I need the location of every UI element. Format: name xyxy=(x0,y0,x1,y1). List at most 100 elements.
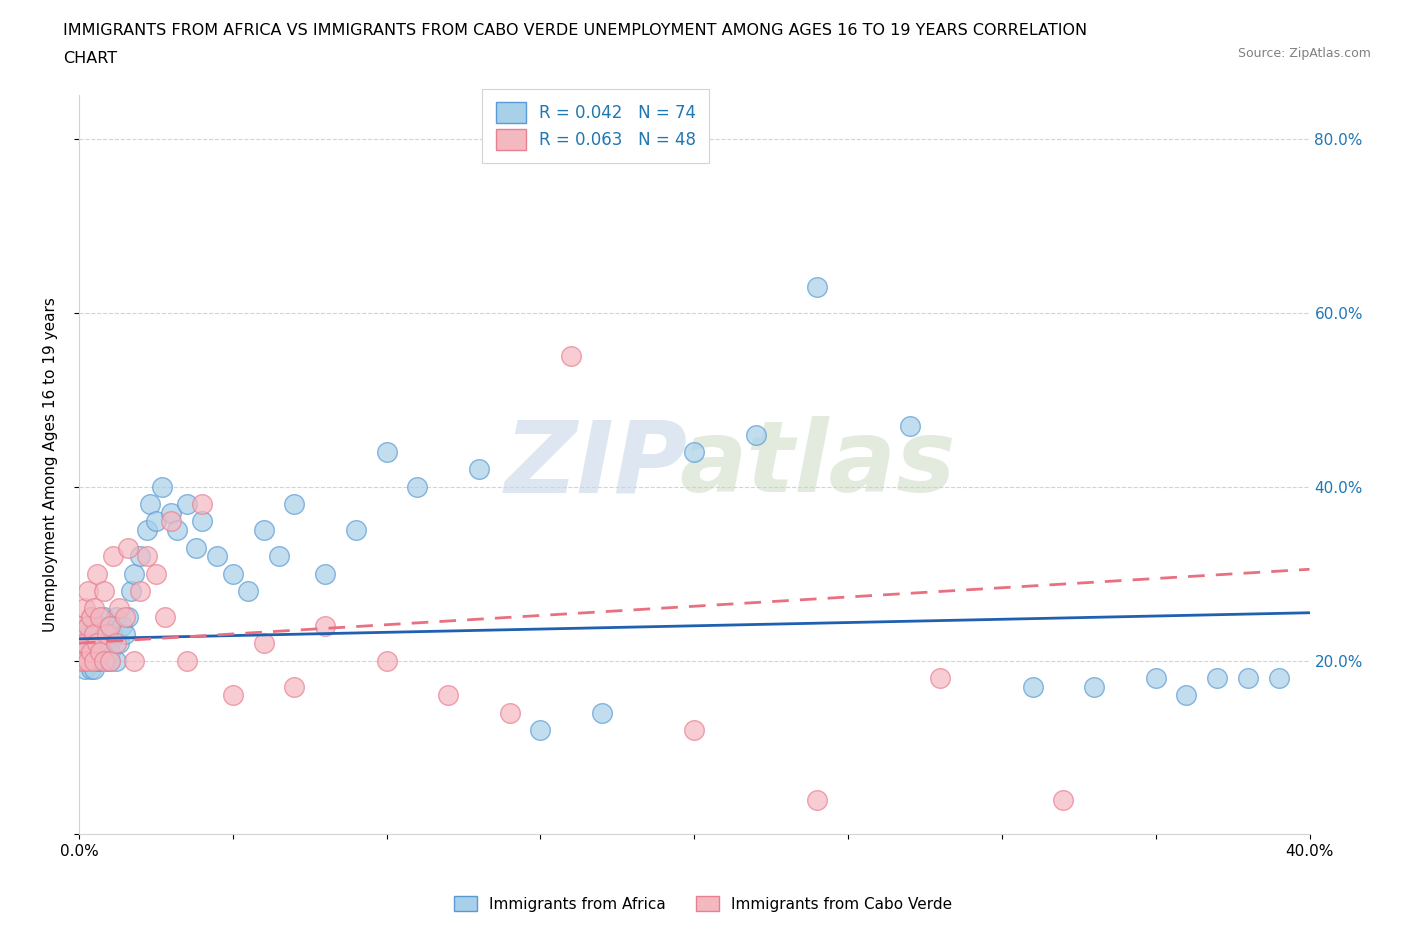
Point xyxy=(114,627,136,642)
Point xyxy=(89,636,111,651)
Point xyxy=(160,505,183,520)
Point xyxy=(96,636,118,651)
Point xyxy=(153,610,176,625)
Point xyxy=(1175,688,1198,703)
Point xyxy=(98,653,121,668)
Y-axis label: Unemployment Among Ages 16 to 19 years: Unemployment Among Ages 16 to 19 years xyxy=(44,298,58,632)
Point xyxy=(468,462,491,477)
Point xyxy=(184,540,207,555)
Point xyxy=(344,523,367,538)
Point xyxy=(529,723,551,737)
Point xyxy=(77,636,100,651)
Point xyxy=(77,583,100,598)
Point xyxy=(70,653,93,668)
Point xyxy=(117,610,139,625)
Point xyxy=(101,627,124,642)
Point xyxy=(406,479,429,494)
Point xyxy=(86,653,108,668)
Point xyxy=(683,445,706,459)
Point xyxy=(1052,792,1074,807)
Point xyxy=(93,610,115,625)
Point xyxy=(129,583,152,598)
Point xyxy=(267,549,290,564)
Point xyxy=(70,636,93,651)
Point xyxy=(89,653,111,668)
Point xyxy=(77,618,100,633)
Point xyxy=(83,618,105,633)
Point xyxy=(80,644,103,659)
Point xyxy=(86,644,108,659)
Point xyxy=(745,427,768,442)
Point xyxy=(77,618,100,633)
Point xyxy=(222,688,245,703)
Point xyxy=(93,644,115,659)
Point xyxy=(89,618,111,633)
Point xyxy=(124,653,146,668)
Point xyxy=(160,514,183,529)
Point xyxy=(806,279,828,294)
Text: Source: ZipAtlas.com: Source: ZipAtlas.com xyxy=(1237,46,1371,60)
Point xyxy=(98,618,121,633)
Point xyxy=(176,497,198,512)
Point xyxy=(560,349,582,364)
Point xyxy=(93,627,115,642)
Point xyxy=(222,566,245,581)
Point xyxy=(83,662,105,677)
Point xyxy=(283,497,305,512)
Point xyxy=(1021,679,1043,694)
Point xyxy=(124,566,146,581)
Point xyxy=(75,662,97,677)
Point xyxy=(104,610,127,625)
Point xyxy=(191,497,214,512)
Point xyxy=(120,583,142,598)
Point xyxy=(93,583,115,598)
Point xyxy=(108,601,131,616)
Point xyxy=(806,792,828,807)
Point xyxy=(283,679,305,694)
Point xyxy=(86,627,108,642)
Point xyxy=(150,479,173,494)
Point xyxy=(98,618,121,633)
Point xyxy=(1083,679,1105,694)
Point xyxy=(683,723,706,737)
Point xyxy=(1237,671,1260,685)
Point xyxy=(1267,671,1289,685)
Point xyxy=(1206,671,1229,685)
Point xyxy=(252,523,274,538)
Point xyxy=(75,653,97,668)
Point xyxy=(191,514,214,529)
Point xyxy=(104,653,127,668)
Point xyxy=(375,653,398,668)
Point xyxy=(80,627,103,642)
Point xyxy=(135,523,157,538)
Point xyxy=(93,653,115,668)
Point xyxy=(70,618,93,633)
Legend: Immigrants from Africa, Immigrants from Cabo Verde: Immigrants from Africa, Immigrants from … xyxy=(447,889,959,918)
Point xyxy=(314,566,336,581)
Point xyxy=(77,653,100,668)
Point xyxy=(207,549,229,564)
Point xyxy=(75,627,97,642)
Point xyxy=(80,610,103,625)
Point xyxy=(75,636,97,651)
Point xyxy=(98,644,121,659)
Point xyxy=(114,610,136,625)
Point xyxy=(98,636,121,651)
Point xyxy=(96,653,118,668)
Point xyxy=(898,418,921,433)
Point xyxy=(86,636,108,651)
Point xyxy=(70,653,93,668)
Point xyxy=(176,653,198,668)
Point xyxy=(929,671,952,685)
Text: CHART: CHART xyxy=(63,51,117,66)
Point xyxy=(104,636,127,651)
Legend: R = 0.042   N = 74, R = 0.063   N = 48: R = 0.042 N = 74, R = 0.063 N = 48 xyxy=(482,89,709,163)
Text: ZIP: ZIP xyxy=(505,417,688,513)
Point xyxy=(77,653,100,668)
Point xyxy=(236,583,259,598)
Point xyxy=(98,653,121,668)
Point xyxy=(83,653,105,668)
Point xyxy=(75,601,97,616)
Point xyxy=(145,514,167,529)
Point xyxy=(83,653,105,668)
